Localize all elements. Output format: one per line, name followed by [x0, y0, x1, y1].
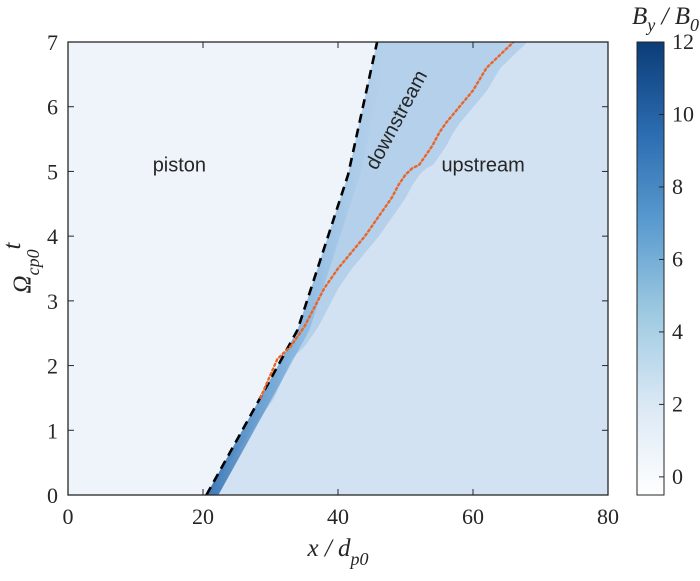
colorbar-ticks: 0 2 4 6 8 10 12	[659, 29, 694, 489]
y-tick-label: 6	[47, 95, 58, 120]
annotation-upstream: upstream	[441, 154, 524, 176]
colorbar-label: By / B0	[632, 3, 699, 35]
colorbar-tick-label: 2	[672, 391, 683, 416]
shock-front-glow	[206, 42, 390, 495]
x-tick-label: 80	[597, 504, 619, 529]
piston-region	[68, 42, 378, 495]
y-tick-label: 7	[47, 30, 58, 55]
y-tick-label: 0	[47, 483, 58, 508]
colorbar-tick-label: 12	[672, 29, 694, 54]
colorbar-tick-label: 4	[672, 319, 683, 344]
series-line-shock-front	[205, 42, 379, 495]
y-tick-label: 2	[47, 354, 58, 379]
y-axis: 0 1 2 3 4 5 6 7	[47, 30, 608, 508]
x-tick-label: 40	[327, 504, 349, 529]
series-line-trajectory	[259, 42, 515, 400]
x-axis: 0 20 40 60 80	[63, 42, 619, 529]
x-tick-label: 0	[63, 504, 74, 529]
annotation-piston: piston	[153, 154, 206, 176]
y-tick-label: 4	[47, 224, 58, 249]
y-tick-label: 3	[47, 289, 58, 314]
x-axis-label: x / dp0	[306, 535, 368, 569]
colorbar-tick-label: 10	[672, 101, 694, 126]
series-layer	[205, 42, 515, 495]
y-tick-label: 1	[47, 418, 58, 443]
colorbar-tick-label: 6	[672, 246, 683, 271]
x-tick-label: 20	[192, 504, 214, 529]
y-tick-label: 5	[47, 159, 58, 184]
x-tick-label: 60	[462, 504, 484, 529]
colorbar	[636, 41, 665, 496]
y-axis-label: Ωcp0t	[0, 241, 43, 293]
colorbar-tick-label: 0	[672, 464, 683, 489]
colorbar-tick-label: 8	[672, 174, 683, 199]
